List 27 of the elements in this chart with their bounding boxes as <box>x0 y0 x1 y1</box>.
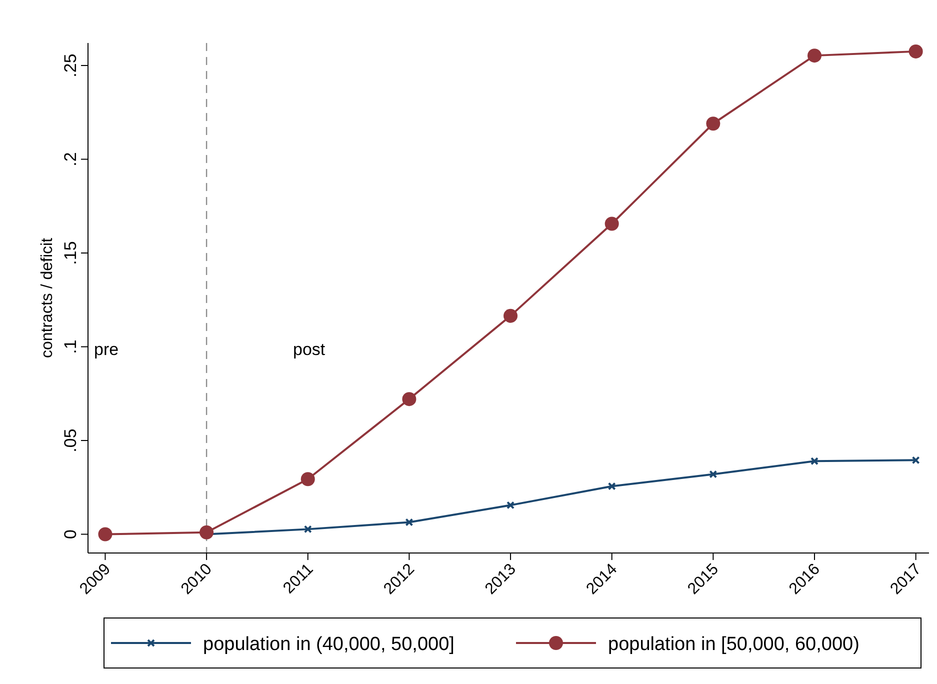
y-tick-label: .05 <box>61 428 80 452</box>
point <box>604 216 619 231</box>
y-axis-title: contracts / deficit <box>39 237 56 358</box>
point <box>402 392 416 406</box>
point <box>706 116 720 131</box>
point <box>300 472 315 486</box>
point <box>506 501 515 510</box>
point <box>807 48 822 63</box>
point <box>908 44 923 58</box>
legend-label: population in [50,000, 60,000) <box>608 634 860 655</box>
point <box>98 527 112 542</box>
annotation: pre <box>94 340 119 359</box>
point <box>912 456 920 464</box>
point <box>405 518 414 526</box>
y-tick-label: .15 <box>61 241 80 265</box>
y-tick-label: .25 <box>61 54 80 78</box>
legend-label: population in (40,000, 50,000] <box>203 634 454 655</box>
y-tick-label: .1 <box>61 340 80 354</box>
point <box>709 470 718 478</box>
y-tick-label: 0 <box>61 530 80 539</box>
annotation: post <box>293 340 326 359</box>
point <box>304 525 312 534</box>
y-tick-label: .2 <box>61 152 80 166</box>
point <box>810 457 818 466</box>
point <box>504 308 518 323</box>
point <box>200 525 214 540</box>
point <box>608 482 616 490</box>
